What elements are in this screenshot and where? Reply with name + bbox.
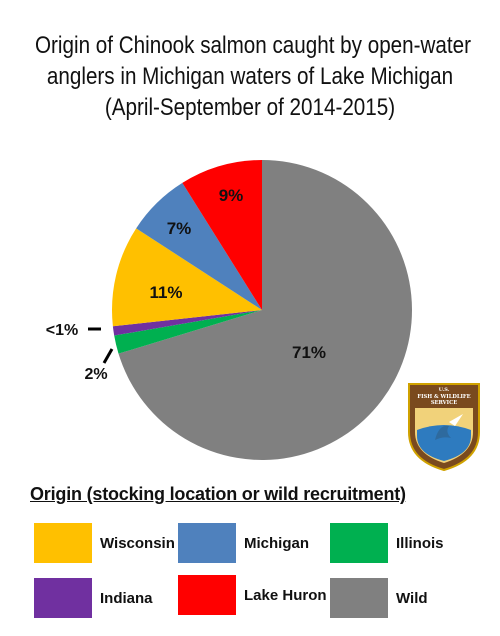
pie-label-lake-huron: 9%: [219, 186, 244, 205]
leader-line-illinois: [102, 348, 114, 364]
pie-slices: [112, 160, 412, 460]
legend-swatch-illinois: [330, 523, 388, 563]
pie-label-wild: 71%: [292, 343, 326, 362]
pie-label-wisconsin: 11%: [149, 283, 182, 302]
pie-slice-wisconsin: [112, 228, 262, 327]
logo-text-main2: SERVICE: [431, 400, 457, 406]
pie-labels: 71% 2% <1% 11% 7% 9%: [46, 186, 326, 383]
legend-item-michigan: Michigan: [178, 523, 309, 563]
legend-item-lake-huron: Lake Huron: [178, 575, 327, 615]
chart-title-line-1: Origin of Chinook salmon caught by open-…: [35, 32, 471, 59]
legend-item-indiana: Indiana: [34, 578, 153, 618]
legend-swatch-indiana: [34, 578, 92, 618]
legend-swatch-lake-huron: [178, 575, 236, 615]
legend-swatch-wisconsin: [34, 523, 92, 563]
legend-swatch-wild: [330, 578, 388, 618]
legend-item-wisconsin: Wisconsin: [34, 523, 175, 563]
chart-title-line-2: anglers in Michigan waters of Lake Michi…: [46, 63, 454, 90]
pie-slice-illinois: [114, 310, 262, 354]
pie-slice-indiana: [112, 310, 262, 336]
logo-text-top: U.S.: [439, 387, 450, 393]
pie-slice-lake-huron: [182, 160, 262, 310]
legend-swatch-michigan: [178, 523, 236, 563]
legend-label-wild: Wild: [396, 589, 428, 607]
legend-label-wisconsin: Wisconsin: [100, 534, 175, 552]
legend-label-michigan: Michigan: [244, 534, 310, 552]
pie-label-illinois: 2%: [84, 366, 107, 383]
pie-label-indiana: <1%: [46, 322, 78, 339]
legend-label-indiana: Indiana: [100, 589, 153, 607]
chart-title: Origin of Chinook salmon caught by open-…: [35, 30, 471, 123]
pie-label-michigan: 7%: [167, 219, 192, 238]
usfws-shield-logo-icon: U.S. FISH & WILDLIFE SERVICE: [408, 383, 480, 472]
legend-title: Origin (stocking location or wild recrui…: [30, 484, 406, 504]
legend-item-illinois: Illinois: [330, 523, 444, 563]
logo-text-main1: FISH & WILDLIFE: [417, 394, 470, 400]
pie-slice-michigan: [136, 182, 262, 310]
pie-slice-wild: [118, 160, 412, 460]
legend-label-illinois: Illinois: [396, 534, 444, 552]
legend-item-wild: Wild: [330, 578, 428, 618]
chart-title-line-3: (April-September of 2014-2015): [104, 94, 396, 121]
legend-label-lake-huron: Lake Huron: [244, 586, 327, 604]
